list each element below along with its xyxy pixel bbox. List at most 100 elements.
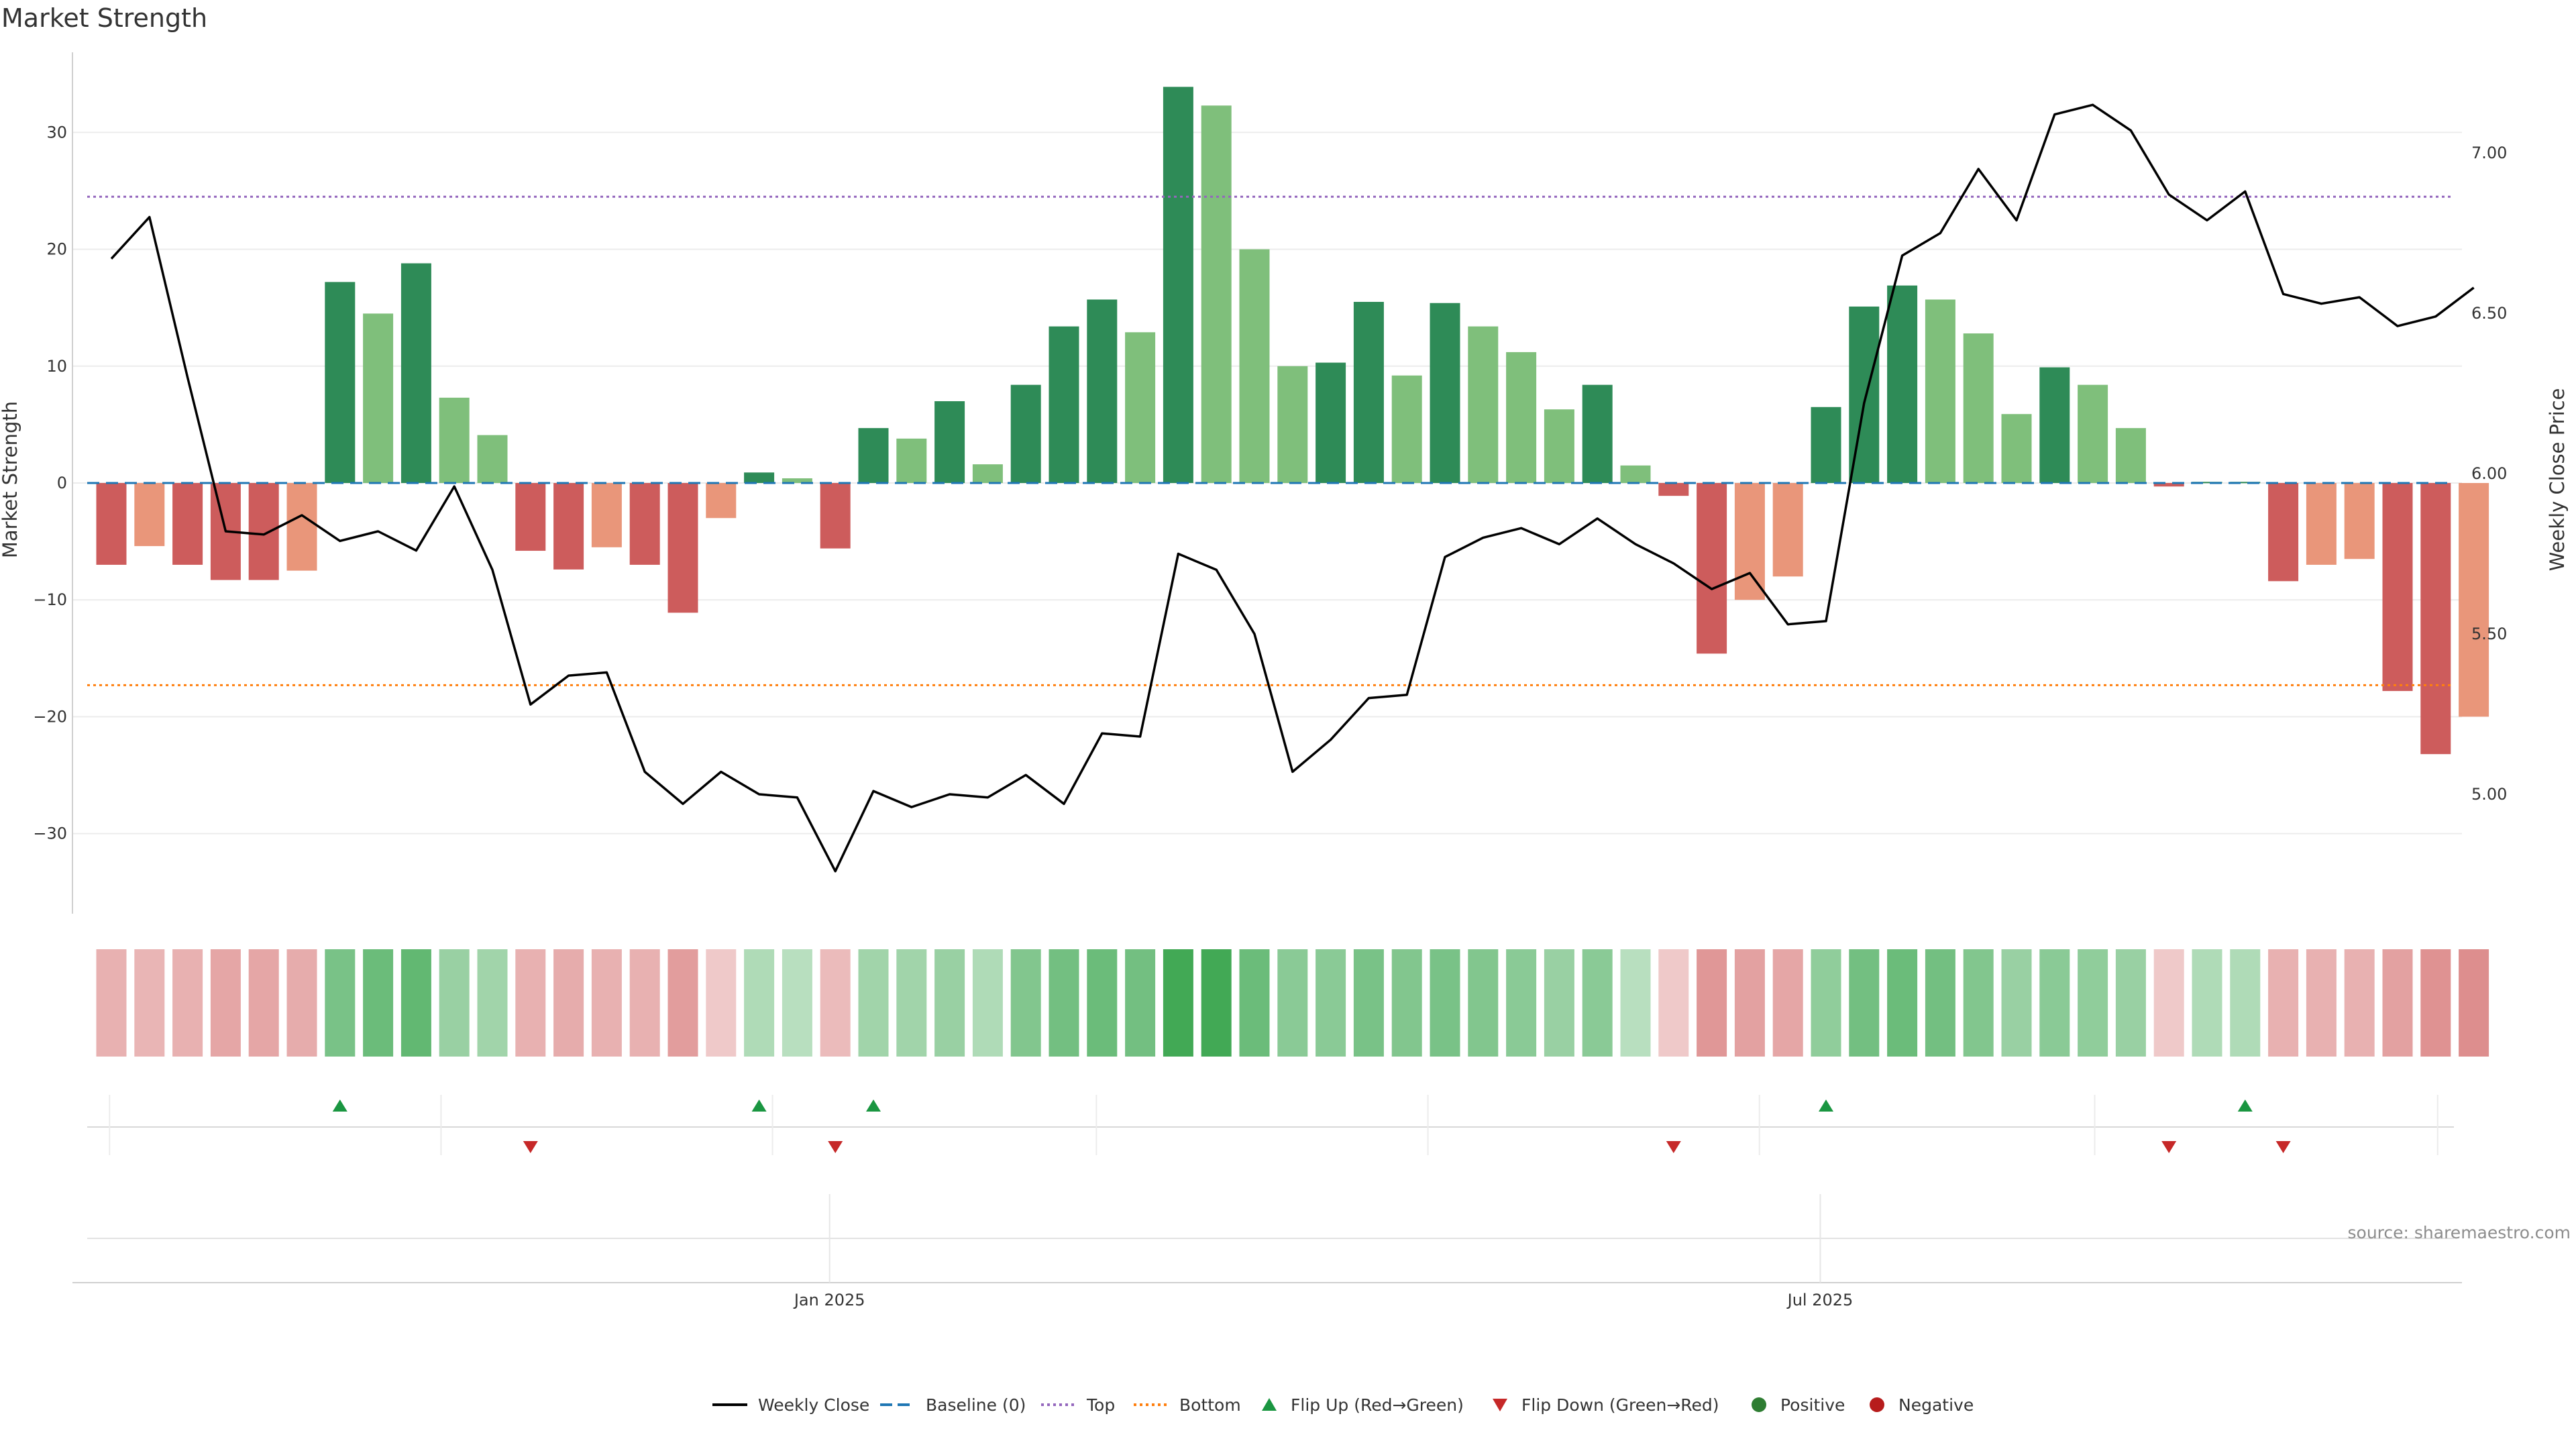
heat-cell: [1087, 949, 1118, 1057]
strength-bar: [363, 313, 394, 483]
strength-bar: [1887, 285, 1918, 483]
heat-cell: [1849, 949, 1880, 1057]
flip-up-marker: [866, 1099, 881, 1112]
heat-cell: [591, 949, 622, 1057]
y-tick-label-right: 6.00: [2471, 464, 2507, 483]
legend-label: Baseline (0): [926, 1395, 1026, 1415]
heat-cell: [2153, 949, 2184, 1057]
y-tick-label-left: 30: [46, 123, 67, 142]
y-tick-label-left: 10: [46, 357, 67, 376]
flip-down-marker: [2161, 1141, 2177, 1153]
flip-down-marker: [828, 1141, 843, 1153]
heat-cell: [2039, 949, 2070, 1057]
strength-bar: [2039, 367, 2070, 483]
legend-label: Negative: [1898, 1395, 1974, 1415]
strength-bar: [1544, 409, 1574, 483]
strength-bar: [286, 483, 317, 571]
heat-cell: [858, 949, 889, 1057]
heat-cell: [667, 949, 698, 1057]
legend-positive: Positive: [1752, 1395, 1845, 1415]
legend-weekly-close: Weekly Close: [712, 1395, 869, 1415]
strength-bar: [1582, 384, 1613, 483]
legend-swatch: [1262, 1398, 1277, 1411]
time-axis-panel: Jan 2025 Jul 2025: [72, 1194, 2462, 1309]
legend-baseline: Baseline (0): [880, 1395, 1026, 1415]
strength-bar: [1353, 301, 1384, 483]
heat-cell: [325, 949, 356, 1057]
legend-flip-up: Flip Up (Red→Green): [1262, 1395, 1464, 1415]
chart-title: Market Strength: [1, 3, 207, 33]
strength-bar: [2459, 483, 2489, 717]
legend-swatch: [1752, 1397, 1766, 1412]
weekly-close-line: [110, 103, 2475, 873]
legend-label: Flip Down (Green→Red): [1521, 1395, 1719, 1415]
heat-cell: [744, 949, 775, 1057]
strength-bar: [1620, 465, 1651, 483]
flip-up-marker: [2237, 1099, 2253, 1112]
heat-cell: [1201, 949, 1232, 1057]
heat-cell: [1430, 949, 1460, 1057]
strength-bar: [477, 435, 508, 483]
flip-up-marker: [332, 1099, 347, 1112]
legend-negative: Negative: [1870, 1395, 1974, 1415]
y-tick-label-left: −20: [33, 707, 67, 726]
y-tick-label-left: −10: [33, 590, 67, 609]
heat-cell: [2192, 949, 2222, 1057]
y-axis-label-right: Weekly Close Price: [2546, 388, 2569, 572]
strength-bars: [96, 87, 2489, 755]
heat-cell: [1925, 949, 1955, 1057]
strength-bar: [972, 464, 1003, 483]
flip-down-marker: [1666, 1141, 1681, 1153]
strength-bar: [820, 483, 851, 549]
heat-cell: [706, 949, 737, 1057]
heat-cell: [1963, 949, 1994, 1057]
legend-label: Flip Up (Red→Green): [1291, 1395, 1464, 1415]
strength-bar: [515, 483, 546, 551]
source-note: source: sharemaestro.com: [2348, 1223, 2571, 1242]
legend-bottom: Bottom: [1134, 1395, 1241, 1415]
legend: Weekly Close Baseline (0) Top Bottom Flip Up…: [712, 1395, 1974, 1415]
legend-top: Top: [1041, 1395, 1115, 1415]
strength-bar: [1201, 105, 1232, 484]
y-tick-label-left: 0: [57, 474, 67, 492]
heat-cell: [1697, 949, 1727, 1057]
flip-up-marker: [1819, 1099, 1833, 1112]
legend-label: Weekly Close: [758, 1395, 869, 1415]
strength-bar: [1811, 407, 1841, 483]
heat-cell: [400, 949, 431, 1057]
heat-cell: [2001, 949, 2032, 1057]
strength-bar: [1087, 299, 1118, 483]
heat-cell: [210, 949, 241, 1057]
heat-cell: [2115, 949, 2146, 1057]
heat-cell: [1811, 949, 1841, 1057]
heat-cell: [172, 949, 203, 1057]
heat-cell: [1544, 949, 1574, 1057]
strength-bar: [591, 483, 622, 547]
weekly-close-line: [110, 103, 2475, 873]
heat-cell: [477, 949, 508, 1057]
y-tick-label-left: 20: [46, 240, 67, 259]
heat-cell: [363, 949, 394, 1057]
strength-bar: [2078, 384, 2108, 483]
strength-bar: [96, 483, 127, 565]
strength-bar: [1658, 483, 1689, 496]
heat-cell: [1620, 949, 1651, 1057]
heat-cell: [1010, 949, 1041, 1057]
heat-cell: [1316, 949, 1346, 1057]
strength-bar: [1734, 483, 1765, 600]
heat-cell: [1239, 949, 1270, 1057]
heat-cell: [134, 949, 165, 1057]
heat-cell: [1772, 949, 1803, 1057]
heat-cell: [1582, 949, 1613, 1057]
heat-cell: [820, 949, 851, 1057]
strength-bar: [1468, 326, 1499, 483]
strength-bar: [1430, 303, 1460, 483]
heat-cell: [2344, 949, 2375, 1057]
heat-cell: [1468, 949, 1499, 1057]
heat-cell: [1734, 949, 1765, 1057]
heat-cell: [896, 949, 927, 1057]
strength-bar: [896, 438, 927, 483]
strength-bar: [134, 483, 165, 547]
strength-bar: [1849, 306, 1880, 483]
